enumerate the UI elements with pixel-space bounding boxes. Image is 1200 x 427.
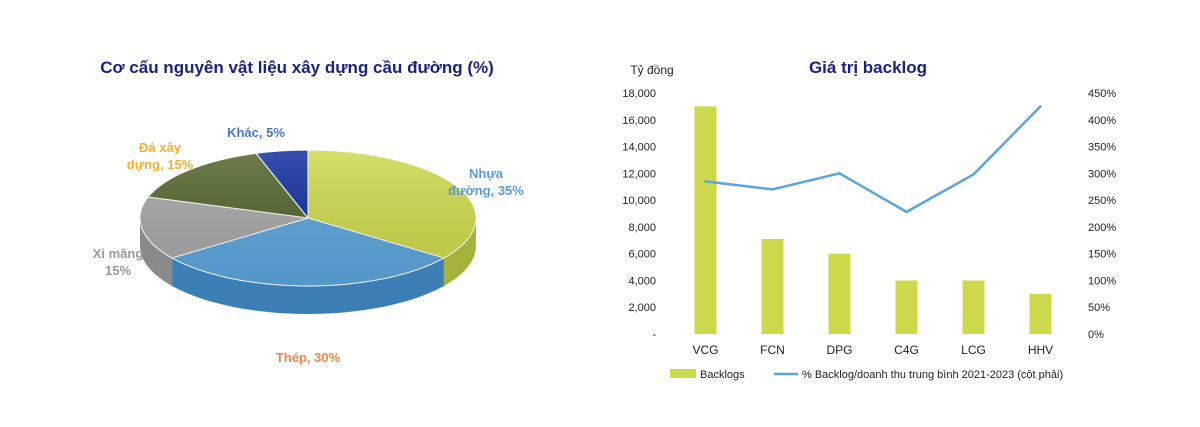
y-right-tick-label: 0%: [1088, 329, 1104, 341]
x-tick-label: VCG: [692, 343, 718, 357]
pie-slice-side: [140, 218, 173, 286]
y-right-tick-label: 200%: [1088, 222, 1116, 234]
y-right-tick-label: 50%: [1088, 302, 1110, 314]
legend: Backlogs % Backlog/doanh thu trung bình …: [670, 369, 1063, 381]
y-left-tick-label: 14,000: [622, 142, 656, 154]
y-left-tick-label: 6,000: [628, 249, 656, 261]
line-point: [1039, 105, 1042, 108]
pie-labels: Nhựa đường, 35% Thép, 30% Xi măng 15% Đá xây d…: [93, 125, 525, 365]
bar: [828, 253, 851, 334]
y-left-tick-label: 4,000: [628, 275, 656, 287]
y-right-tick-label: 100%: [1088, 275, 1116, 287]
y-left-tick-label: 8,000: [628, 222, 656, 234]
y-left-tick-label: 10,000: [622, 195, 656, 207]
x-tick-label: FCN: [760, 343, 785, 357]
y-right-axis: 0% 50% 100% 150% 200% 250% 300% 350% 400% 450%: [1088, 88, 1116, 341]
bar: [694, 106, 717, 334]
bar: [962, 280, 985, 334]
line-point: [972, 173, 975, 176]
x-tick-label: LCG: [961, 343, 986, 357]
y-right-tick-label: 300%: [1088, 168, 1116, 180]
line-series: [704, 105, 1042, 214]
bar-chart-title: Giá trị backlog: [809, 58, 927, 77]
pie-slice-label: Đá xây dựng, 15%: [127, 140, 194, 172]
pie-chart: Cơ cấu nguyên vật liệu xây dựng cầu đườn…: [93, 58, 525, 365]
pie-sides: [140, 218, 476, 314]
pie-title: Cơ cấu nguyên vật liệu xây dựng cầu đườn…: [100, 58, 494, 77]
pie-slice-label: Xi măng 15%: [93, 246, 144, 278]
y-right-tick-label: 400%: [1088, 115, 1116, 127]
y-right-tick-label: 450%: [1088, 88, 1116, 100]
pie-slice-label: Khác, 5%: [227, 125, 285, 140]
bar: [1029, 293, 1052, 334]
y-left-unit-label: Tỷ đồng: [630, 63, 673, 77]
pie-slice-label: Nhựa đường, 35%: [448, 166, 524, 198]
line-point: [905, 210, 908, 214]
x-tick-label: HHV: [1028, 343, 1053, 357]
y-left-tick-label: -: [652, 329, 656, 341]
x-tick-label: C4G: [894, 343, 919, 357]
y-left-tick-label: 16,000: [622, 115, 656, 127]
line-point: [771, 188, 774, 191]
pie-slice-label: Thép, 30%: [276, 350, 341, 365]
bar: [761, 238, 784, 334]
bar: [895, 280, 918, 334]
legend-label-backlogs: Backlogs: [700, 369, 745, 381]
y-right-tick-label: 250%: [1088, 195, 1116, 207]
line-point: [838, 172, 841, 175]
line-path: [705, 105, 1042, 214]
y-right-tick-label: 350%: [1088, 142, 1116, 154]
pie-tops: [139, 149, 477, 287]
bars: [694, 106, 1052, 334]
legend-label-line: % Backlog/doanh thu trung bình 2021-2023…: [802, 369, 1063, 381]
line-point: [704, 180, 707, 183]
pie-slice-side: [443, 218, 476, 286]
pie-highlight: [140, 150, 476, 286]
y-left-tick-label: 12,000: [622, 168, 656, 180]
y-left-axis: - 2,000 4,000 6,000 8,000 10,000 12,000 14,000 1…: [622, 88, 656, 341]
legend-swatch-backlogs: [670, 369, 696, 378]
pie-slice-side: [172, 257, 444, 314]
y-right-tick-label: 150%: [1088, 249, 1116, 261]
x-tick-label: DPG: [826, 343, 852, 357]
y-left-tick-label: 2,000: [628, 302, 656, 314]
backlog-chart: Giá trị backlog Tỷ đồng - 2,000 4,000 6,000…: [622, 58, 1116, 381]
x-axis: VCG FCN DPG C4G LCG HHV: [692, 343, 1053, 357]
y-left-tick-label: 18,000: [622, 88, 656, 100]
